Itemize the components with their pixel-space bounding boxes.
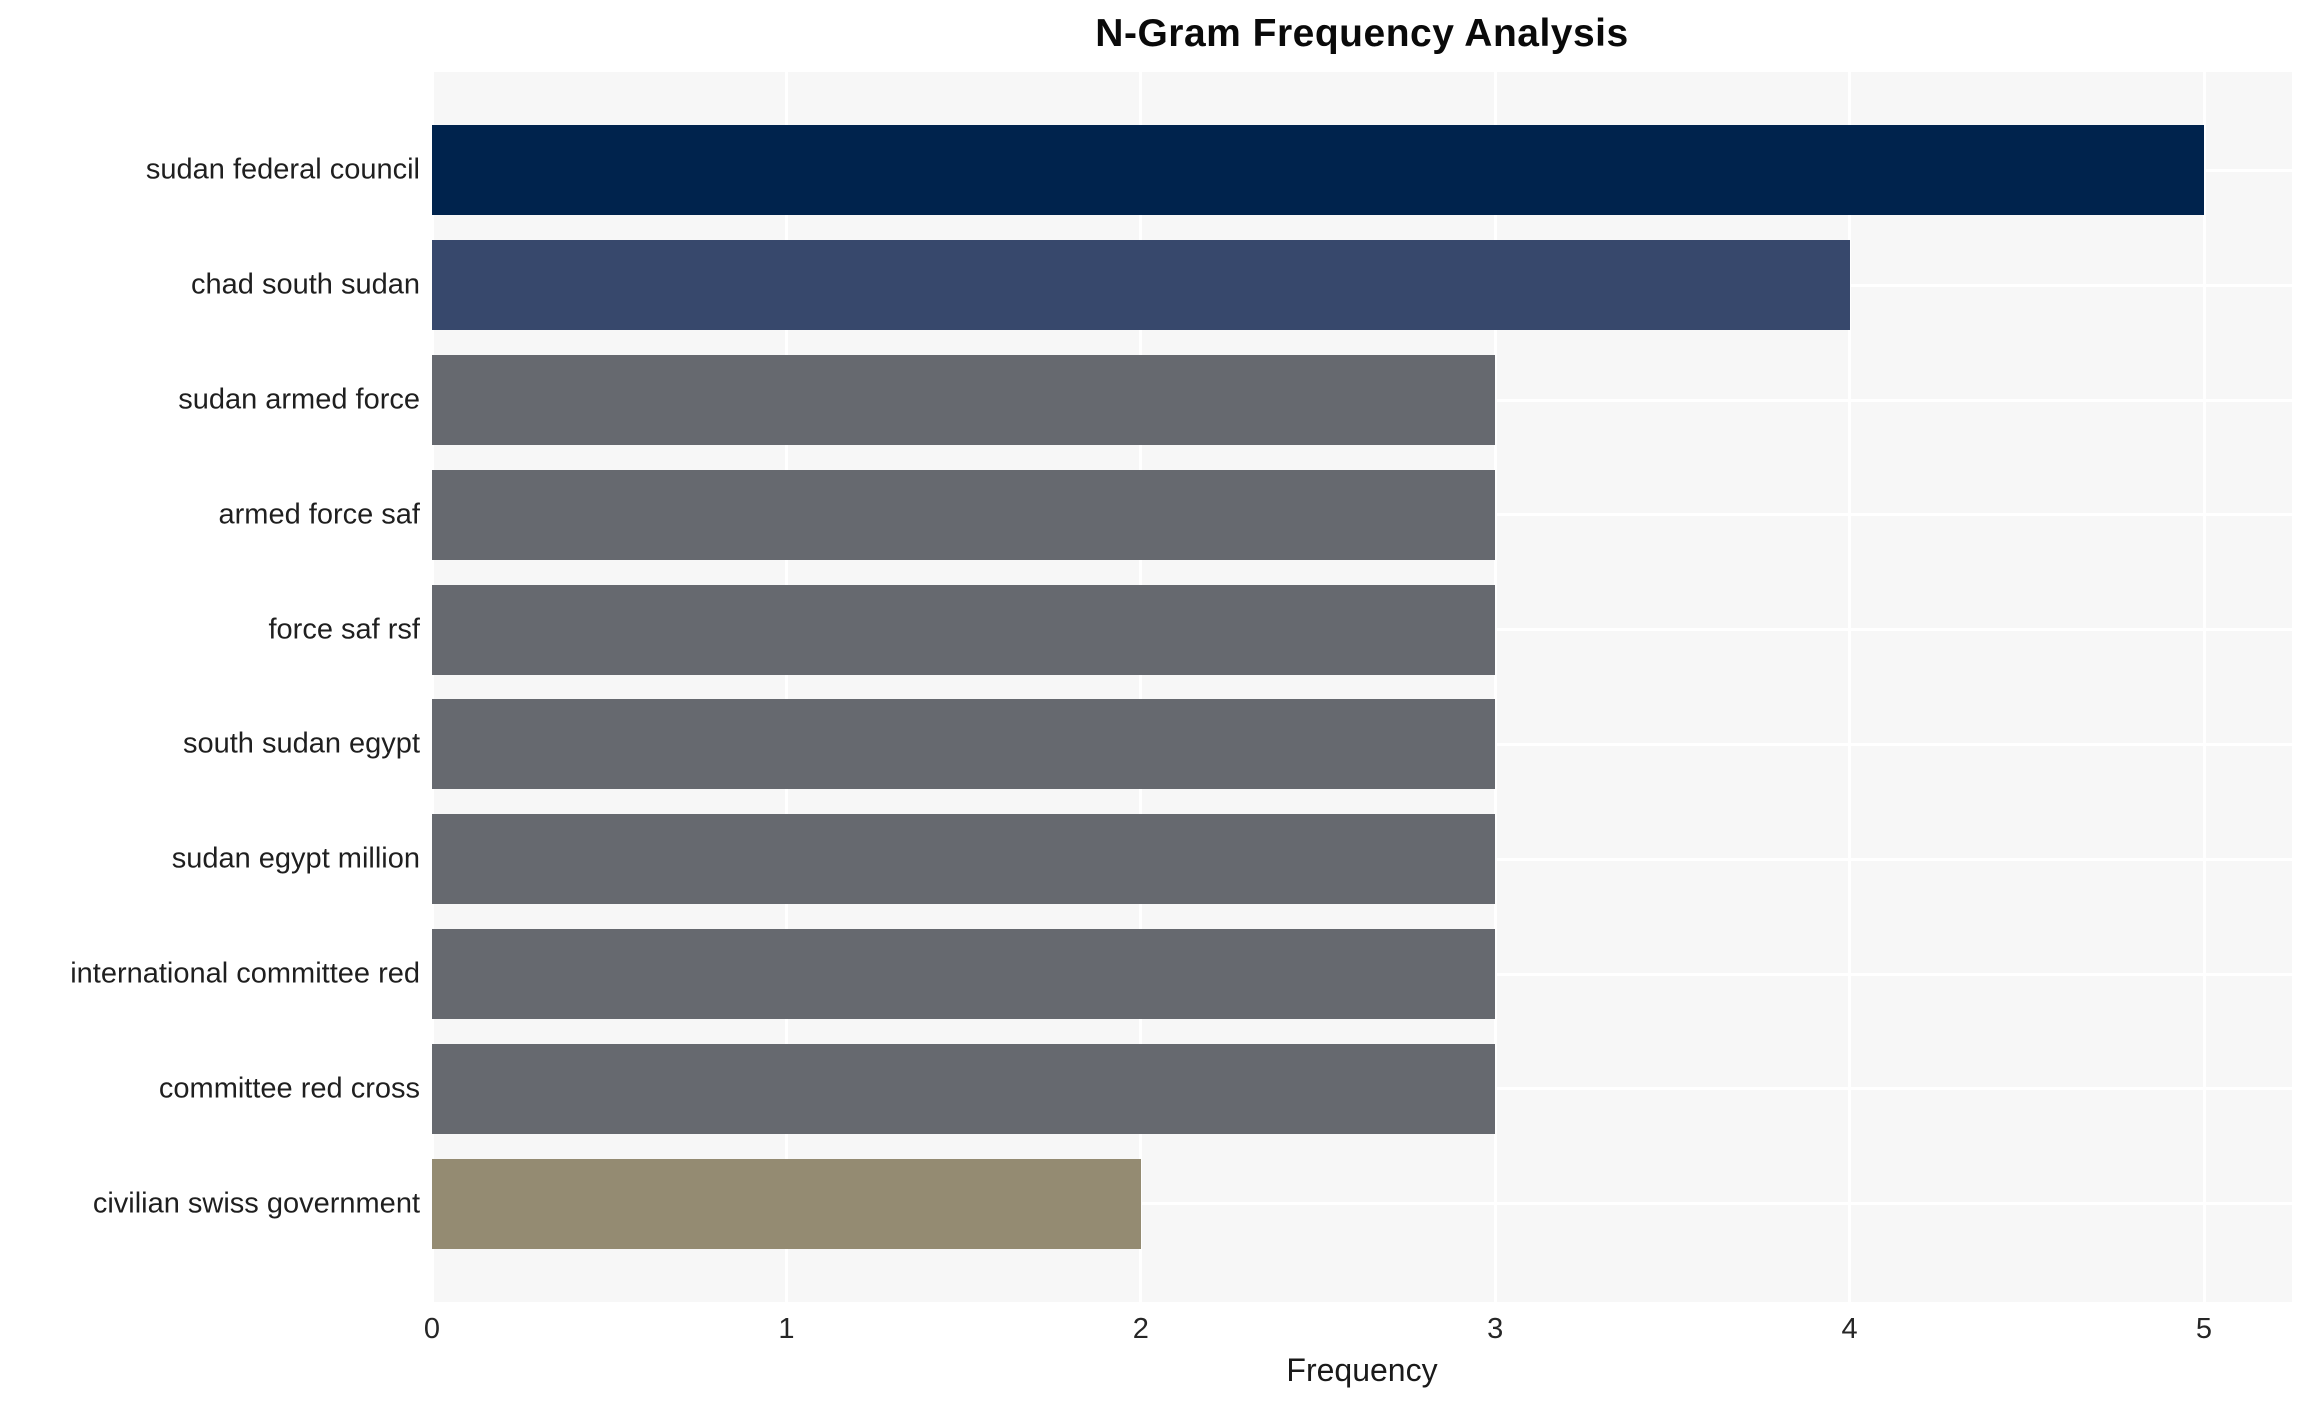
x-tick-label: 1 [778,1313,795,1345]
y-tick-label: sudan federal council [145,153,420,186]
vertical-gridline [1848,72,1852,1302]
y-tick-label: sudan armed force [178,383,420,416]
y-tick-label: force saf rsf [268,613,421,646]
y-tick-label: south sudan egypt [182,727,420,760]
y-tick-label: international committee red [70,957,420,990]
bar-force-saf-rsf [432,584,1496,675]
x-tick-label: 5 [2195,1313,2213,1345]
y-tick-label: armed force saf [218,498,420,531]
bar-international-committee-red [432,929,1496,1019]
x-tick-label: 3 [1487,1313,1504,1345]
bar-chad-south-sudan [432,240,1850,331]
x-tick-label: 0 [423,1313,441,1345]
bar-armed-force-saf [432,469,1496,560]
bar-sudan-federal-council [432,125,2204,216]
bar-sudan-egypt-million [432,814,1496,905]
horizontal-gridline [432,1202,2292,1206]
bar-civilian-swiss-government [432,1158,1141,1249]
x-tick-label: 2 [1132,1313,1149,1345]
vertical-gridline [784,72,788,1302]
x-tick-label: 4 [1841,1313,1858,1345]
vertical-gridline [430,72,434,1302]
plot-area [430,72,2292,1302]
bar-south-sudan-egypt [432,699,1496,790]
chart-title: N-Gram Frequency Analysis [1095,12,1629,55]
y-tick-label: civilian swiss government [92,1187,420,1220]
y-tick-label: sudan egypt million [171,842,420,875]
vertical-gridline [1493,72,1497,1302]
y-tick-label: chad south sudan [191,268,420,301]
x-axis-title: Frequency [1286,1352,1438,1388]
vertical-gridline [1139,72,1143,1302]
bar-committee-red-cross [432,1043,1496,1134]
bar-sudan-armed-force [432,355,1496,445]
vertical-gridline [2202,72,2206,1302]
y-tick-label: committee red cross [158,1072,420,1105]
